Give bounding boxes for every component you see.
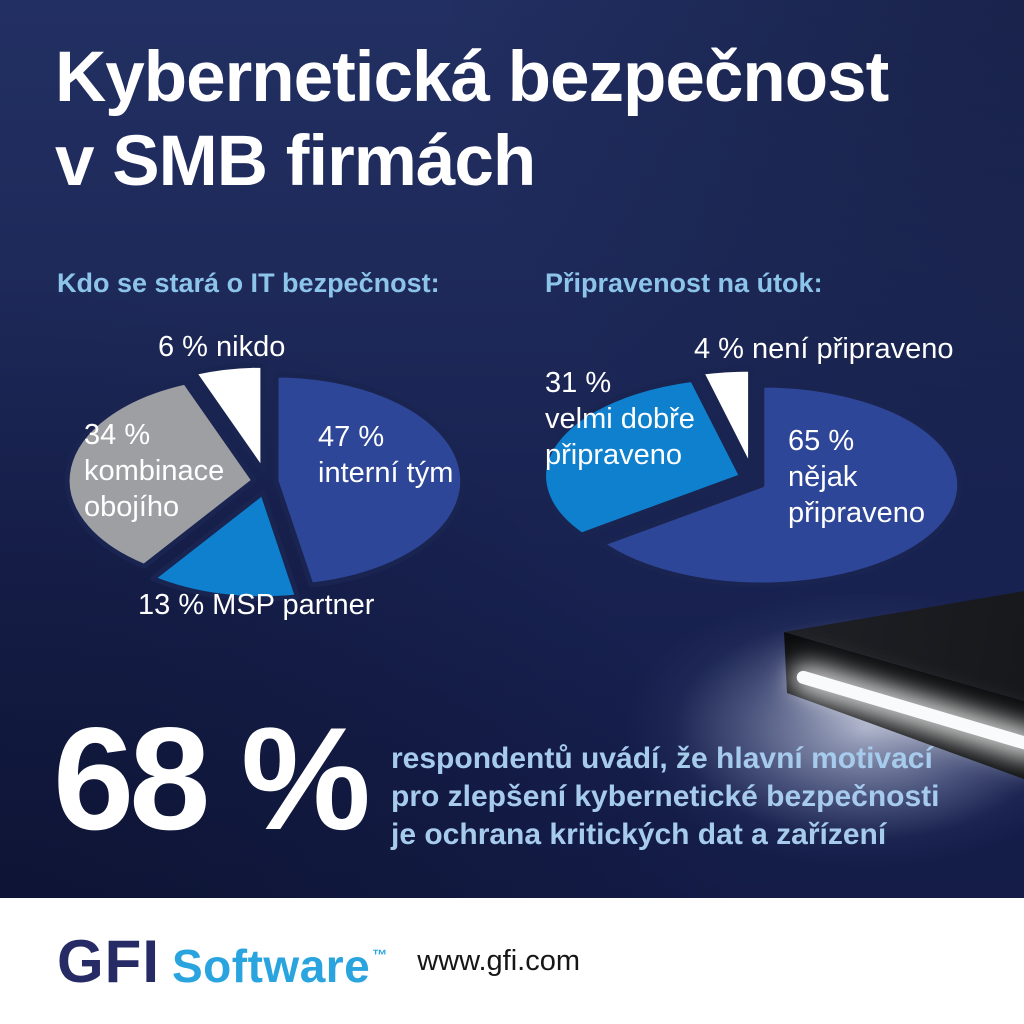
pie-chart-left <box>64 362 466 602</box>
stat-description: respondentů uvádí, že hlavní motivací pr… <box>391 742 940 852</box>
pie-slice-intern-t-m <box>273 372 466 588</box>
chart-heading-left: Kdo se stará o IT bezpečnost: <box>57 268 440 298</box>
website-url: www.gfi.com <box>417 944 581 977</box>
pie-label-nejak-pripraveno: 65 % nějak připraveno <box>788 425 926 529</box>
chart-heading-right: Připravenost na útok: <box>545 268 823 298</box>
pie-label-interni-tym: 47 % interní tým <box>318 421 454 489</box>
pie-slice-velmi-dob-e-p-ipraveno <box>541 376 745 538</box>
gfi-wordmark: GFI <box>57 927 160 995</box>
stat-value: 68 % <box>53 697 371 860</box>
pie-slice-nen-p-ipraveno <box>698 366 754 472</box>
pie-chart-right <box>541 366 963 588</box>
footer-bar: GFI Software ™ www.gfi.com <box>0 898 1024 1024</box>
page-title: Kybernetická bezpečnost v SMB firmách <box>55 38 889 202</box>
trademark-symbol: ™ <box>372 946 388 964</box>
pie-slice-kombinace-oboj-ho <box>64 379 257 569</box>
pie-label-kombinace-obojiho: 34 % kombinace obojího <box>84 419 225 523</box>
pie-label-neni-pripraveno: 4 % není připraveno <box>694 333 954 365</box>
pie-label-nikdo: 6 % nikdo <box>158 331 286 363</box>
pie-label-msp-partner: 13 % MSP partner <box>138 589 375 621</box>
gfi-software-logo: GFI Software ™ <box>57 927 387 996</box>
pie-label-velmi-dobre-pripraveno: 31 % velmi dobře připraveno <box>545 367 695 471</box>
software-wordmark: Software <box>172 939 371 992</box>
pie-slice-nikdo <box>191 362 266 474</box>
pie-slice-msp-partner <box>150 490 301 602</box>
pie-slice-n-jak-p-ipraveno <box>599 382 963 588</box>
